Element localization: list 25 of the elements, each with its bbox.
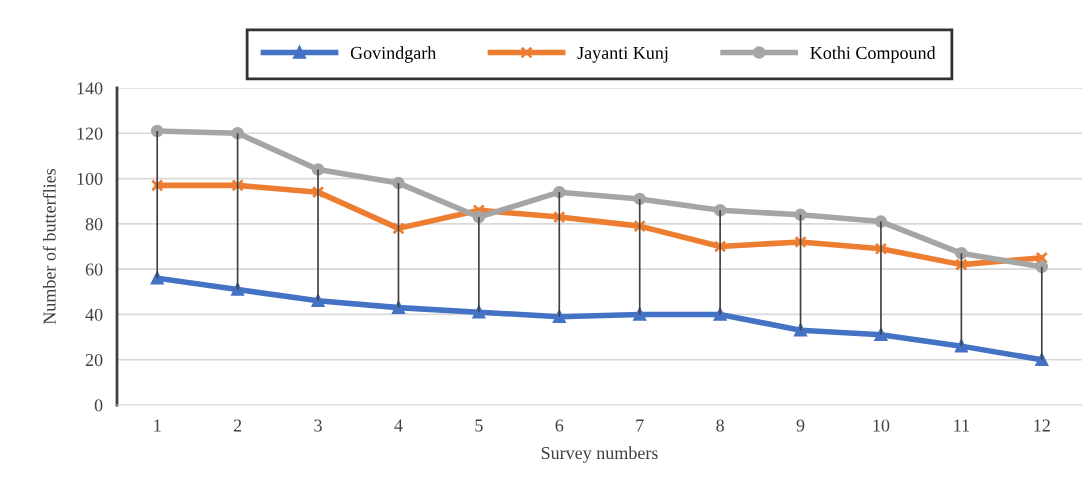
x-tick-label: 11 xyxy=(954,419,969,432)
y-axis-title: Number of butterflies xyxy=(42,168,56,325)
x-axis-title: Survey numbers xyxy=(541,446,658,463)
legend-label: Kothi Compound xyxy=(810,46,936,63)
y-tick-label: 40 xyxy=(85,308,103,321)
y-tick-label: 80 xyxy=(85,218,103,231)
x-tick-label: 3 xyxy=(314,419,322,432)
legend-label: Jayanti Kunj xyxy=(577,46,668,63)
x-tick-label: 2 xyxy=(233,419,242,432)
y-tick-label: 0 xyxy=(94,399,103,412)
x-tick-label: 1 xyxy=(154,419,161,432)
x-tick-label: 9 xyxy=(796,419,805,432)
x-tick-label: 6 xyxy=(555,419,564,432)
x-tick-label: 7 xyxy=(636,419,644,432)
x-tick-label: 5 xyxy=(475,419,483,432)
legend-label: Govindgarh xyxy=(350,46,437,63)
x-tick-label: 4 xyxy=(394,419,403,432)
y-tick-label: 120 xyxy=(77,127,103,140)
y-tick-label: 140 xyxy=(77,82,103,95)
y-tick-label: 100 xyxy=(77,172,103,186)
y-tick-label: 60 xyxy=(85,263,103,276)
y-tick-label: 20 xyxy=(85,353,103,367)
x-tick-label: 8 xyxy=(716,419,724,432)
x-tick-label: 10 xyxy=(873,419,890,432)
x-tick-label: 12 xyxy=(1034,419,1050,432)
